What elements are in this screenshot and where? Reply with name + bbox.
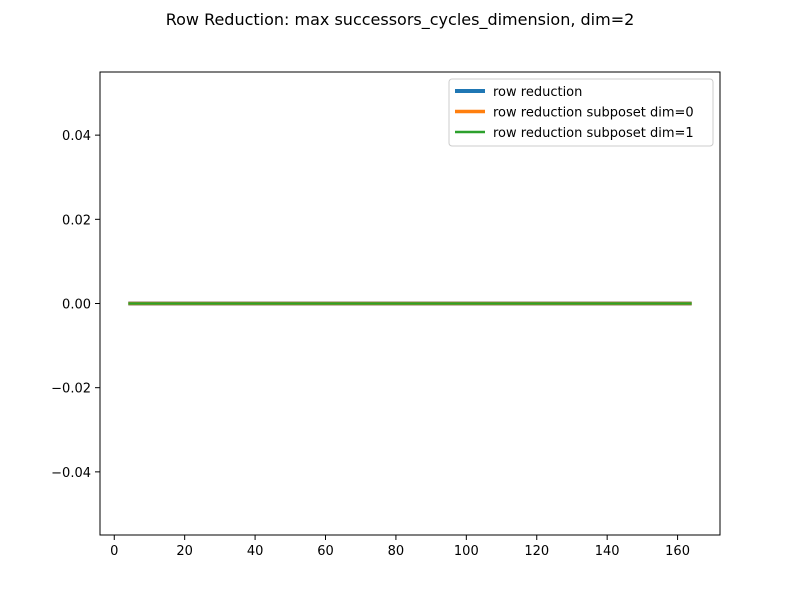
y-tick-label: −0.02 xyxy=(51,382,91,397)
x-tick-label: 0 xyxy=(110,544,118,559)
x-tick-label: 60 xyxy=(317,544,334,559)
legend-label-1: row reduction subposet dim=0 xyxy=(493,106,694,121)
x-tick-label: 20 xyxy=(176,544,193,559)
x-tick-label: 160 xyxy=(665,544,690,559)
x-tick-label: 80 xyxy=(388,544,405,559)
legend-label-2: row reduction subposet dim=1 xyxy=(493,126,694,141)
y-axis: −0.04 −0.02 0.00 0.02 0.04 xyxy=(51,129,100,481)
y-tick-label: 0.00 xyxy=(62,298,91,313)
x-tick-label: 40 xyxy=(247,544,264,559)
x-tick-label: 140 xyxy=(595,544,620,559)
legend: row reduction row reduction subposet dim=… xyxy=(448,78,714,147)
x-tick-label: 120 xyxy=(524,544,549,559)
y-tick-label: −0.04 xyxy=(51,466,91,481)
x-axis: 0 20 40 60 80 100 120 140 160 xyxy=(110,535,690,559)
legend-box xyxy=(448,78,714,147)
x-tick-label: 100 xyxy=(454,544,479,559)
chart-title: Row Reduction: max successors_cycles_dim… xyxy=(166,10,635,30)
legend-label-0: row reduction xyxy=(493,85,582,100)
y-tick-label: 0.04 xyxy=(62,129,91,144)
y-tick-label: 0.02 xyxy=(62,213,91,228)
